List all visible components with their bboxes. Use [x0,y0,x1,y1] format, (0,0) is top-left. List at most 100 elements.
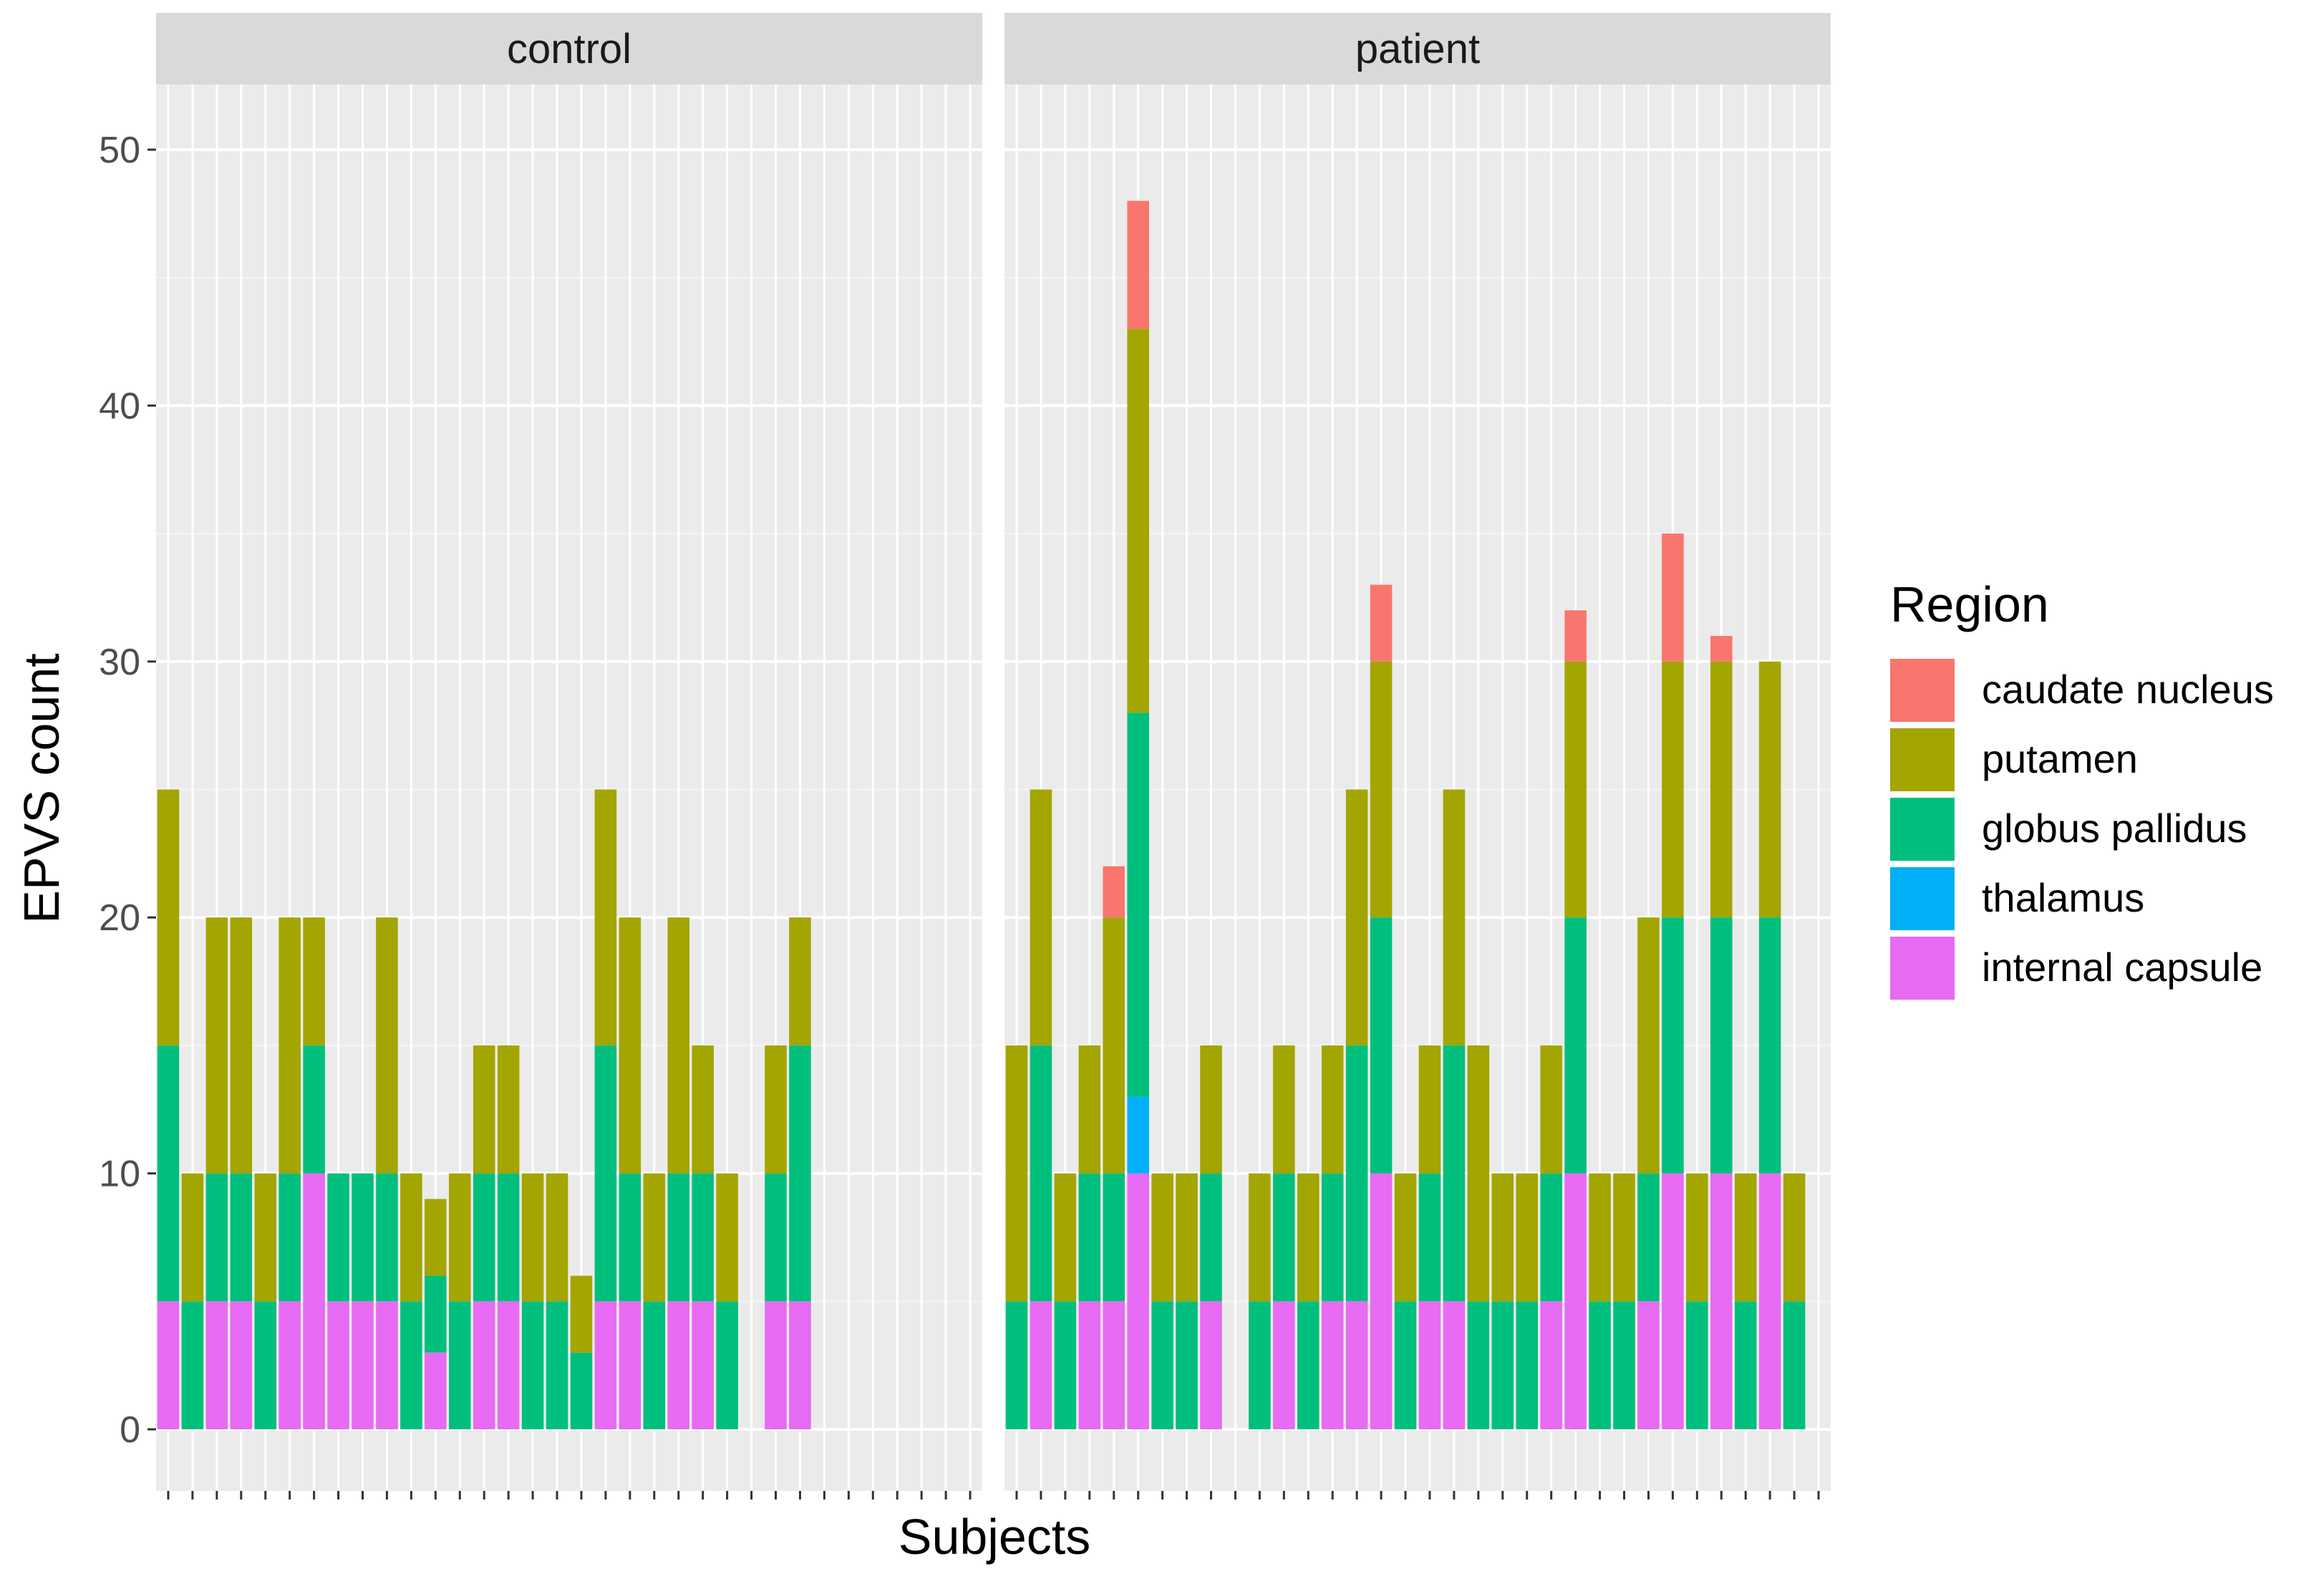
bar-segment-putamen [254,1173,277,1302]
bar-segment-internal-capsule [1321,1301,1344,1429]
bar-segment-internal-capsule [1030,1301,1052,1429]
bar-segment-globus-pallidus [254,1301,277,1429]
y-tick-label: 50 [99,130,140,171]
bar-segment-putamen [716,1173,738,1302]
bar-segment-putamen [546,1173,568,1302]
bar-segment-globus-pallidus [205,1173,228,1302]
bar-segment-globus-pallidus [497,1173,520,1302]
bar-segment-globus-pallidus [667,1173,690,1302]
bar-segment-internal-capsule [1370,1173,1393,1429]
bar-segment-globus-pallidus [230,1173,253,1302]
bar-segment-globus-pallidus [1783,1301,1806,1429]
bar-segment-globus-pallidus [1734,1301,1757,1429]
bar-segment-putamen [1467,1045,1490,1302]
bar-segment-putamen [1370,661,1393,918]
bar-segment-internal-capsule [1200,1301,1222,1429]
panels: control patient [156,13,1831,1500]
bar-segment-putamen [400,1173,422,1302]
bar-segment-putamen [1345,789,1368,1045]
bar-segment-internal-capsule [667,1301,690,1429]
bar-segment-globus-pallidus [1297,1301,1320,1429]
strip-patient [1004,13,1831,84]
bar-segment-globus-pallidus [1249,1301,1271,1429]
panel-control: control [156,13,982,1500]
bar-segment-putamen [279,917,301,1174]
bar-segment-globus-pallidus [1758,917,1781,1174]
bar-segment-globus-pallidus [448,1301,471,1429]
bar-segment-globus-pallidus [157,1045,180,1302]
bar-segment-internal-capsule [1273,1301,1295,1429]
bar-segment-internal-capsule [1758,1173,1781,1429]
bar-segment-globus-pallidus [1637,1173,1660,1302]
bar-segment-internal-capsule [157,1301,180,1429]
bar-segment-globus-pallidus [1710,917,1733,1174]
bar-segment-globus-pallidus [473,1173,495,1302]
bar-segment-putamen [230,917,253,1174]
bar-segment-putamen [1078,1045,1101,1174]
bar-segment-globus-pallidus [643,1301,666,1429]
bar-segment-internal-capsule [376,1301,398,1429]
bar-segment-globus-pallidus [181,1301,204,1429]
bar-segment-internal-capsule [692,1301,714,1429]
legend-swatch [1890,727,1955,791]
bar-segment-globus-pallidus [1589,1301,1611,1429]
legend-swatch [1890,866,1955,930]
bar-segment-globus-pallidus [1321,1173,1344,1302]
bar-segment-globus-pallidus [692,1173,714,1302]
bar-segment-putamen [1273,1045,1295,1174]
bar-segment-globus-pallidus [425,1275,447,1353]
bar-segment-internal-capsule [765,1301,787,1429]
legend-item-internal-capsule: internal capsule [1890,934,2262,1000]
bar-segment-globus-pallidus [1394,1301,1417,1429]
bar-segment-internal-capsule [619,1301,641,1429]
bar-segment-globus-pallidus [1054,1301,1077,1429]
bar-segment-putamen [1321,1045,1344,1174]
bar-segment-globus-pallidus [1151,1301,1173,1429]
bar-segment-putamen [667,917,690,1174]
bar-segment-internal-capsule [497,1301,520,1429]
bar-segment-caudate-nucleus [1103,866,1125,918]
y-tick-label: 10 [99,1154,140,1195]
bar-segment-putamen [692,1045,714,1174]
bar-segment-putamen [1686,1173,1708,1302]
legend-item-globus-pallidus: globus pallidus [1890,795,2247,861]
bar-segment-internal-capsule [425,1352,447,1429]
bar-segment-globus-pallidus [1662,917,1684,1174]
bar-segment-internal-capsule [1078,1301,1101,1429]
bar-segment-thalamus [1127,1096,1149,1174]
bar-segment-globus-pallidus [546,1301,568,1429]
bar-segment-globus-pallidus [1491,1301,1514,1429]
bar-segment-putamen [570,1275,593,1353]
y-axis-title: EPVS count [14,653,69,923]
strip-control [156,13,982,84]
bar-segment-globus-pallidus [1418,1173,1441,1302]
bar-segment-putamen [1103,917,1125,1174]
bar-segment-putamen [497,1045,520,1174]
y-axis: 0 10 20 30 40 50 [99,130,156,1451]
bar-segment-putamen [643,1173,666,1302]
bar-segment-putamen [765,1045,787,1174]
bar-segment-globus-pallidus [521,1301,544,1429]
bar-segment-globus-pallidus [1516,1301,1539,1429]
legend-label: internal capsule [1982,945,2262,990]
bar-segment-putamen [1710,661,1733,918]
bar-segment-internal-capsule [1345,1301,1368,1429]
bar-segment-putamen [1589,1173,1611,1302]
bar-segment-internal-capsule [1540,1301,1562,1429]
bar-segment-caudate-nucleus [1710,636,1733,662]
bar-segment-internal-capsule [1443,1301,1466,1429]
bar-segment-putamen [181,1173,204,1302]
bar-segment-internal-capsule [352,1301,374,1429]
bar-segment-globus-pallidus [1078,1173,1101,1302]
bar-segment-caudate-nucleus [1127,201,1149,329]
bar-segment-putamen [1394,1173,1417,1302]
bar-segment-globus-pallidus [1613,1301,1635,1429]
bar-segment-globus-pallidus [1443,1045,1466,1302]
bar-segment-putamen [1734,1173,1757,1302]
bar-segment-putamen [473,1045,495,1174]
bar-segment-putamen [789,917,811,1045]
bar-segment-putamen [1540,1045,1562,1174]
bar-segment-putamen [1613,1173,1635,1302]
bar-segment-globus-pallidus [716,1301,738,1429]
